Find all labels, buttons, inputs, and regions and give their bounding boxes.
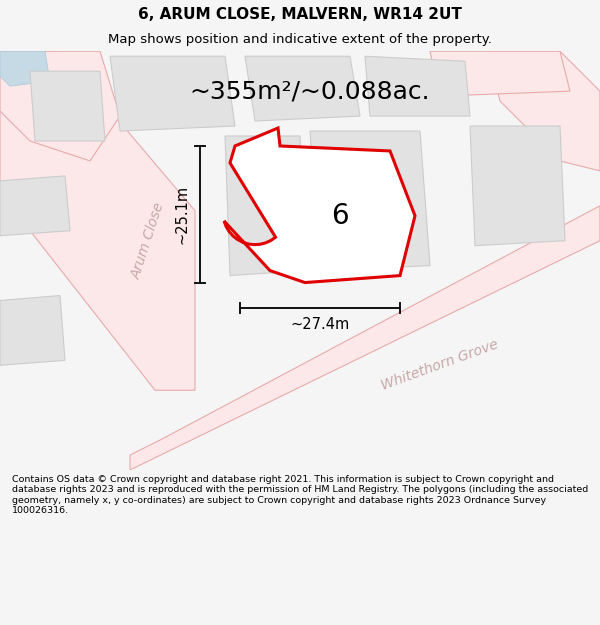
Text: ~25.1m: ~25.1m — [175, 185, 190, 244]
Text: 6, ARUM CLOSE, MALVERN, WR14 2UT: 6, ARUM CLOSE, MALVERN, WR14 2UT — [138, 7, 462, 22]
Text: Contains OS data © Crown copyright and database right 2021. This information is : Contains OS data © Crown copyright and d… — [12, 475, 588, 515]
Polygon shape — [0, 176, 70, 236]
Polygon shape — [0, 51, 195, 390]
Polygon shape — [225, 136, 305, 276]
Polygon shape — [470, 126, 565, 246]
Polygon shape — [30, 71, 105, 141]
Polygon shape — [130, 206, 600, 470]
Text: 6: 6 — [331, 202, 349, 230]
Text: ~27.4m: ~27.4m — [290, 317, 350, 332]
Polygon shape — [0, 296, 65, 365]
Polygon shape — [245, 56, 360, 121]
Polygon shape — [0, 51, 120, 161]
Polygon shape — [110, 56, 235, 131]
Polygon shape — [310, 131, 430, 271]
Text: Arum Close: Arum Close — [129, 201, 167, 281]
Polygon shape — [490, 51, 600, 171]
Text: Map shows position and indicative extent of the property.: Map shows position and indicative extent… — [108, 34, 492, 46]
Text: ~355m²/~0.088ac.: ~355m²/~0.088ac. — [190, 79, 430, 103]
Text: Whitethorn Grove: Whitethorn Grove — [379, 338, 500, 393]
Polygon shape — [430, 51, 570, 96]
Polygon shape — [224, 128, 415, 282]
Polygon shape — [0, 51, 50, 86]
Polygon shape — [365, 56, 470, 116]
